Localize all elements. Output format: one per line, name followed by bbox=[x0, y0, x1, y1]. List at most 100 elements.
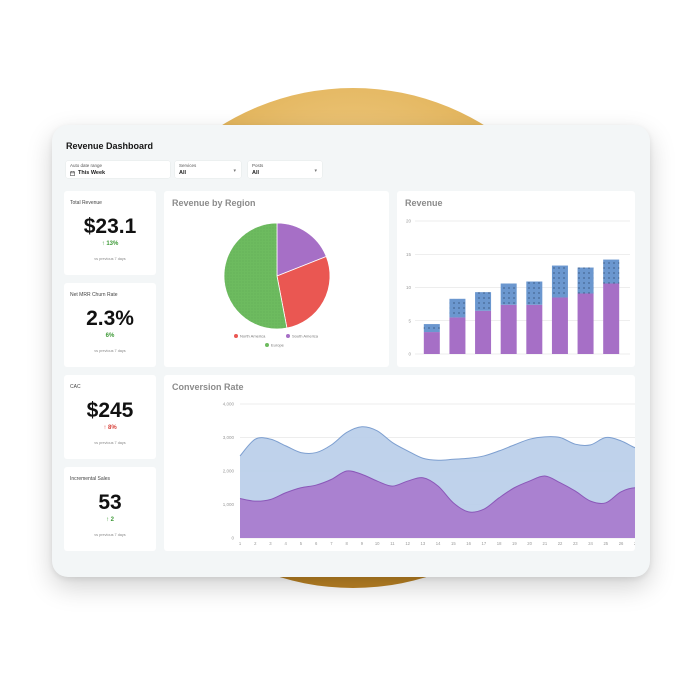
y-tick-label: 2,000 bbox=[223, 469, 235, 474]
y-tick-label: 10 bbox=[406, 285, 412, 290]
arrow-up-icon: ↑ bbox=[103, 425, 107, 431]
x-tick-label: 16 bbox=[466, 541, 471, 546]
kpi-delta-value: 6% bbox=[105, 333, 115, 339]
kpi-delta: ↑ 2 bbox=[64, 517, 156, 523]
bar-segment-lower bbox=[526, 304, 543, 354]
bar-segment-texture bbox=[475, 292, 492, 311]
kpi-card-total-revenue: Total Revenue $23.1 ↑ 13% vs previous 7 … bbox=[64, 191, 156, 275]
kpi-delta: ↑ 8% bbox=[64, 425, 156, 431]
x-tick-label: 23 bbox=[573, 541, 578, 546]
x-tick-label: 10 bbox=[375, 541, 380, 546]
calendar-icon bbox=[70, 170, 75, 176]
legend-swatch bbox=[234, 334, 238, 338]
filter-label: Services bbox=[179, 163, 197, 168]
filter-value: All bbox=[252, 170, 260, 176]
x-tick-label: 22 bbox=[558, 541, 563, 546]
chevron-down-icon: ▾ bbox=[314, 168, 317, 174]
bar-segment-texture bbox=[500, 283, 517, 305]
y-tick-label: 0 bbox=[231, 536, 234, 541]
bar-segment-texture bbox=[423, 324, 440, 333]
services-filter[interactable]: Services All ▾ bbox=[175, 161, 241, 178]
bar-segment-lower bbox=[449, 317, 466, 354]
bar-segment-texture bbox=[551, 265, 568, 298]
kpi-card-cac: CAC $245 ↑ 8% vs previous 7 days bbox=[64, 375, 156, 459]
x-tick-label: 3 bbox=[269, 541, 272, 546]
chart-title: Revenue by Region bbox=[172, 198, 256, 208]
x-tick-label: 14 bbox=[436, 541, 441, 546]
y-tick-label: 5 bbox=[408, 318, 411, 323]
bar-segment-lower bbox=[577, 293, 594, 354]
x-tick-label: 4 bbox=[285, 541, 288, 546]
legend-label: Europe bbox=[271, 343, 285, 348]
bar-segment-lower bbox=[603, 283, 620, 354]
kpi-value: $245 bbox=[86, 399, 134, 422]
kpi-delta-value: 13% bbox=[106, 241, 119, 247]
posts-filter[interactable]: Posts All ▾ bbox=[248, 161, 322, 178]
x-tick-label: 11 bbox=[390, 541, 395, 546]
y-tick-label: 3,000 bbox=[223, 435, 235, 440]
kpi-subtext: vs previous 7 days bbox=[94, 533, 126, 537]
arrow-up-icon: ↑ bbox=[101, 241, 105, 247]
bar-segment-texture bbox=[449, 298, 466, 318]
bar-segment-texture bbox=[526, 281, 543, 305]
y-tick-label: 15 bbox=[406, 252, 412, 257]
kpi-card-incremental-sales: Incremental Sales 53 ↑ 2 vs previous 7 d… bbox=[64, 467, 156, 551]
chart-title: Revenue bbox=[405, 198, 443, 208]
chevron-down-icon: ▾ bbox=[233, 168, 236, 174]
x-tick-label: 2 bbox=[254, 541, 257, 546]
x-tick-label: 19 bbox=[512, 541, 517, 546]
conversion-rate-card: Conversion Rate 0 1,000 2,000 3,000 4,000 1 2 3… bbox=[164, 375, 635, 551]
legend-swatch bbox=[286, 334, 290, 338]
y-tick-label: 0 bbox=[408, 352, 411, 357]
y-tick-label: 4,000 bbox=[223, 402, 235, 407]
pie-slice-texture bbox=[223, 223, 287, 329]
x-tick-label: 27 bbox=[634, 541, 635, 546]
arrow-up-icon: ↑ bbox=[105, 517, 109, 523]
x-tick-label: 25 bbox=[603, 541, 608, 546]
x-tick-label: 6 bbox=[315, 541, 318, 546]
area-line-upper bbox=[239, 426, 635, 461]
kpi-subtext: vs previous 7 days bbox=[94, 441, 126, 445]
filter-value: This Week bbox=[78, 170, 106, 176]
kpi-label: Total Revenue bbox=[70, 200, 102, 206]
x-tick-label: 9 bbox=[361, 541, 364, 546]
x-tick-label: 18 bbox=[497, 541, 502, 546]
kpi-label: Net MRR Churn Rate bbox=[70, 292, 118, 298]
kpi-value: $23.1 bbox=[83, 215, 137, 238]
pie-slice-north-america bbox=[276, 255, 331, 329]
filter-label: Posts bbox=[252, 163, 264, 168]
x-tick-label: 24 bbox=[588, 541, 593, 546]
area-series-lower bbox=[240, 470, 635, 538]
kpi-subtext: vs previous 7 days bbox=[94, 349, 126, 353]
kpi-delta-value: 8% bbox=[108, 425, 117, 431]
x-tick-label: 13 bbox=[421, 541, 426, 546]
area-line-lower bbox=[239, 470, 635, 513]
legend-swatch bbox=[265, 343, 269, 347]
y-tick-label: 20 bbox=[406, 219, 412, 224]
bar-segment-lower bbox=[423, 332, 440, 354]
x-tick-label: 1 bbox=[239, 541, 242, 546]
x-tick-label: 7 bbox=[330, 541, 333, 546]
filter-label: Auto date range bbox=[70, 163, 103, 168]
filter-value: All bbox=[179, 170, 187, 176]
pie-slice-south-america bbox=[276, 222, 327, 277]
legend-label: North America bbox=[240, 334, 266, 339]
kpi-delta: ↑ 13% bbox=[64, 241, 156, 247]
bar-segment-lower bbox=[475, 310, 492, 354]
x-tick-label: 8 bbox=[346, 541, 349, 546]
x-tick-label: 20 bbox=[527, 541, 532, 546]
kpi-value: 53 bbox=[98, 491, 122, 514]
bar-segment-lower bbox=[500, 304, 517, 354]
bar-segment-texture bbox=[577, 267, 594, 294]
revenue-card: Revenue 0 5 10 15 20 bbox=[397, 191, 635, 367]
x-tick-label: 15 bbox=[451, 541, 456, 546]
pie-chart: North America South America Europe bbox=[223, 222, 331, 348]
x-tick-label: 26 bbox=[619, 541, 624, 546]
kpi-label: Incremental Sales bbox=[70, 476, 111, 482]
dashboard-window: Revenue Dashboard Auto date range This W… bbox=[52, 125, 650, 577]
kpi-label: CAC bbox=[70, 384, 81, 390]
y-tick-label: 1,000 bbox=[223, 502, 235, 507]
x-tick-label: 5 bbox=[300, 541, 303, 546]
chart-title: Conversion Rate bbox=[172, 382, 244, 392]
date-range-filter[interactable]: Auto date range This Week bbox=[66, 161, 170, 178]
